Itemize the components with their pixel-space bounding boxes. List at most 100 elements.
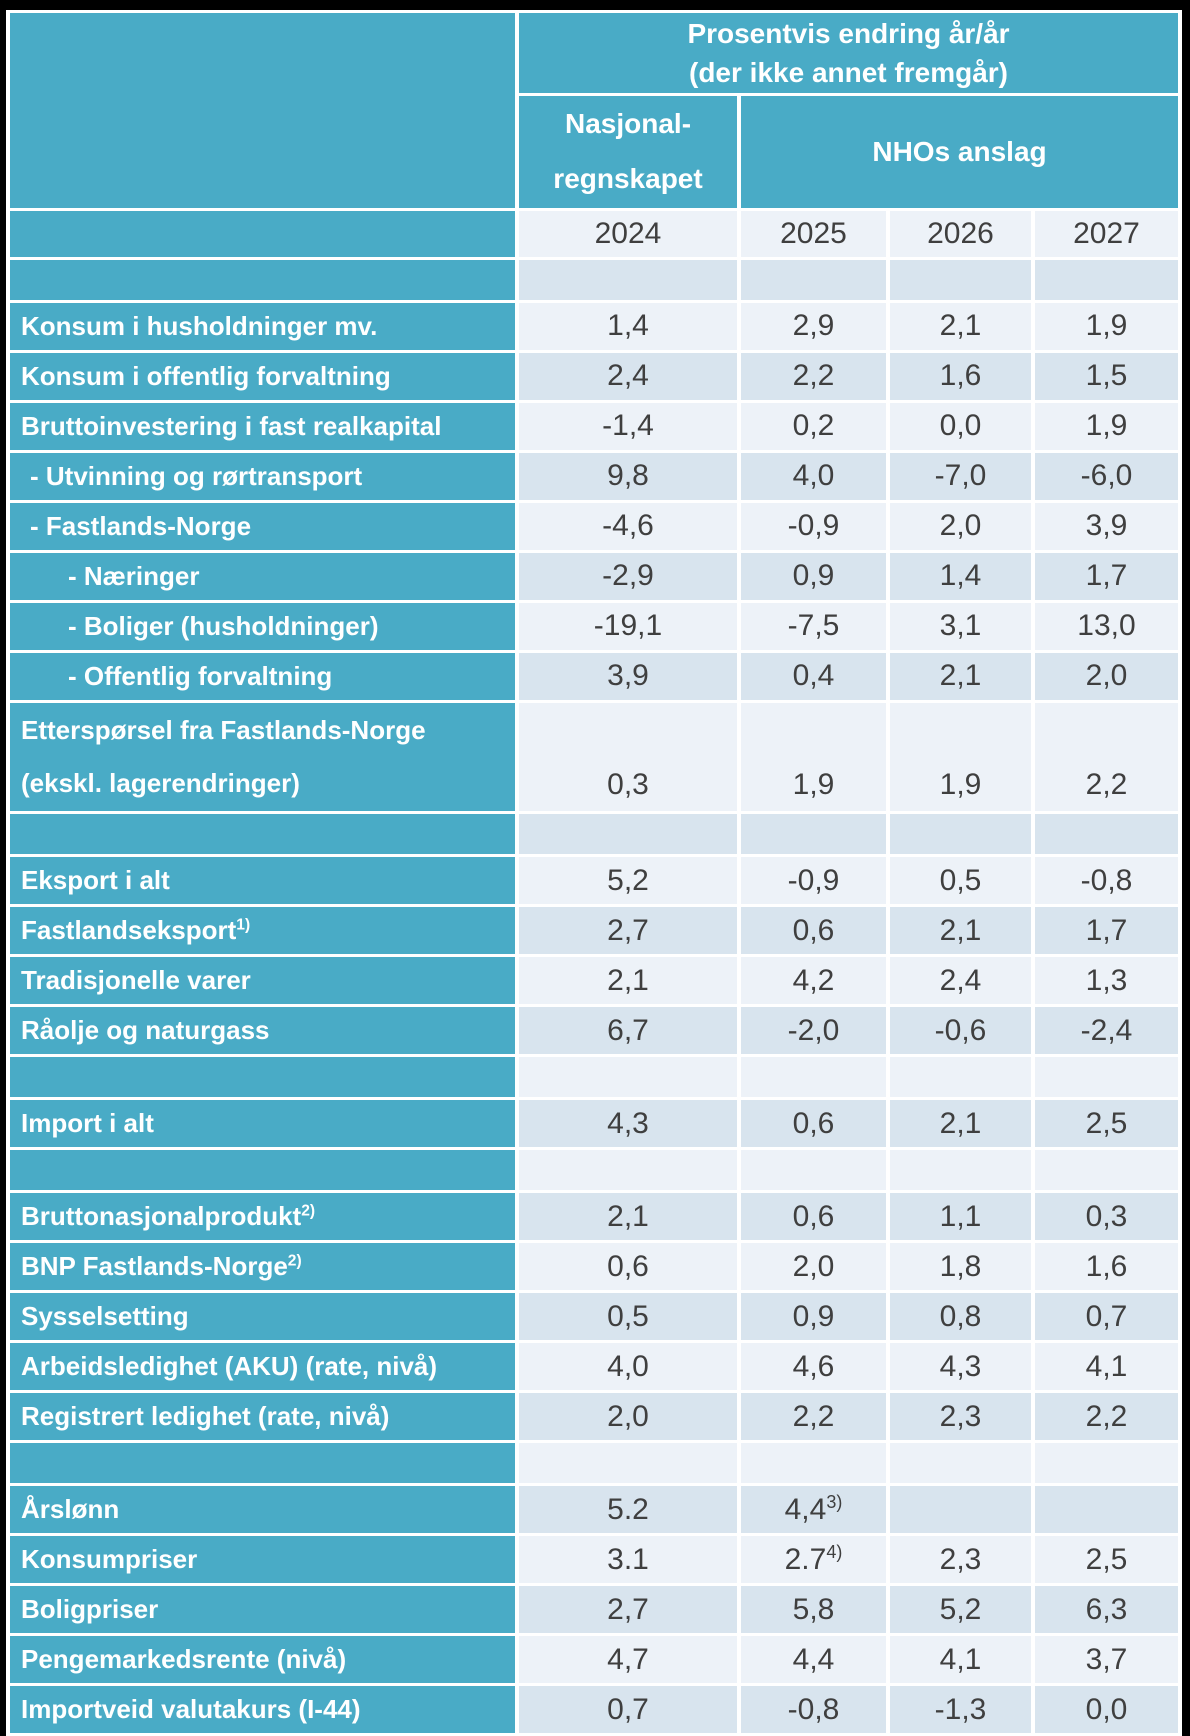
value-cell [1035,259,1178,300]
value-cell: 0,3 [1035,1193,1178,1241]
table-row: Pengemarkedsrente (nivå) 4,7 4,4 4,1 3,7 [10,1636,1178,1684]
value-cell: 5,8 [741,1586,886,1634]
spacer-row [10,1057,1178,1098]
value-cell: 0,9 [741,1293,886,1341]
value-cell [890,1057,1031,1098]
value-cell: 1,7 [1035,907,1178,955]
value-cell [519,1057,737,1098]
row-label: - Næringer [10,552,515,600]
value-cell: 2,1 [519,1193,737,1241]
value-cell: 1,6 [890,352,1031,400]
row-label: Boligpriser [10,1586,515,1634]
value-cell [519,1150,737,1191]
value-cell: 2,0 [519,1393,737,1441]
value-cell: -0,8 [1035,857,1178,905]
value-cell: -1,4 [519,402,737,450]
value-cell [1035,814,1178,855]
value-cell: 0,6 [741,907,886,955]
table-row: Etterspørsel fra Fastlands-Norge (ekskl.… [10,702,1178,812]
value-cell: 1,4 [519,302,737,350]
slide-background: { "chart_data": { "type": "table", "titl… [6,10,1182,1736]
value-cell: -1,3 [890,1686,1031,1734]
value-cell: 1,6 [1035,1243,1178,1291]
value-cell: -0,9 [741,857,886,905]
year-header-2026: 2026 [890,210,1031,257]
value-cell: 4,6 [741,1343,886,1391]
row-label: Konsum i husholdninger mv. [10,302,515,350]
value-cell [741,814,886,855]
value-cell: 3,9 [1035,502,1178,550]
value-cell: 4,43) [741,1486,886,1534]
table-row: Konsum i husholdninger mv. 1,4 2,9 2,1 1,9 [10,302,1178,350]
value-cell: 2,2 [741,352,886,400]
year-header-2027: 2027 [1035,210,1178,257]
value-cell: 4,7 [519,1636,737,1684]
row-label: Konsumpriser [10,1536,515,1584]
table-row: Råolje og naturgass 6,7 -2,0 -0,6 -2,4 [10,1007,1178,1055]
value-cell: -4,6 [519,502,737,550]
value-cell: -7,5 [741,602,886,650]
value-cell [890,814,1031,855]
value-cell: 0,7 [1035,1293,1178,1341]
value-cell: 2,2 [1035,702,1178,812]
table-row: Konsum i offentlig forvaltning 2,4 2,2 1,6 1… [10,352,1178,400]
value-cell [890,259,1031,300]
value-cell: 6,7 [519,1007,737,1055]
row-label: BNP Fastlands-Norge2) [10,1243,515,1291]
value-cell: 2.74) [741,1536,886,1584]
value-cell [519,814,737,855]
table-row: Tradisjonelle varer 2,1 4,2 2,4 1,3 [10,957,1178,1005]
value-cell: 2,2 [741,1393,886,1441]
table-row: - Utvinning og rørtransport 9,8 4,0 -7,0 -6,… [10,452,1178,500]
value-cell: 2,2 [1035,1393,1178,1441]
value-cell: -0,9 [741,502,886,550]
table-row: Bruttoinvestering i fast realkapital -1,4… [10,402,1178,450]
table-row: Import i alt 4,3 0,6 2,1 2,5 [10,1100,1178,1148]
table-row: Bruttonasjonalprodukt2) 2,1 0,6 1,1 0,3 [10,1193,1178,1241]
value-cell: 2,9 [741,302,886,350]
value-cell: 0,6 [741,1100,886,1148]
value-cell: 0,0 [890,402,1031,450]
table-row: Konsumpriser 3.1 2.74) 2,3 2,5 [10,1536,1178,1584]
value-cell: -2,4 [1035,1007,1178,1055]
value-cell: 5,2 [890,1586,1031,1634]
value-cell: 3,7 [1035,1636,1178,1684]
table-row: - Boliger (husholdninger) -19,1 -7,5 3,1 13,… [10,602,1178,650]
year-row-label [10,210,515,257]
value-cell: 2,1 [890,302,1031,350]
value-cell: 1,5 [1035,352,1178,400]
row-label: Råolje og naturgass [10,1007,515,1055]
row-label: Importveid valutakurs (I-44) [10,1686,515,1734]
value-cell: 2,1 [519,957,737,1005]
value-cell: 0,6 [519,1243,737,1291]
forecast-table: Prosentvis endring år/år (der ikke annet… [6,10,1182,1736]
table-row: Importveid valutakurs (I-44) 0,7 -0,8 -1,3 0… [10,1686,1178,1734]
table-row: Boligpriser 2,7 5,8 5,2 6,3 [10,1586,1178,1634]
value-cell [741,259,886,300]
value-cell: 0,7 [519,1686,737,1734]
spacer-row [10,1150,1178,1191]
table-row: - Fastlands-Norge -4,6 -0,9 2,0 3,9 [10,502,1178,550]
table-body: Konsum i husholdninger mv. 1,4 2,9 2,1 1,9 Ko… [10,259,1178,1734]
value-cell: 2,0 [1035,652,1178,700]
value-cell: 4,3 [890,1343,1031,1391]
value-cell [741,1057,886,1098]
spacer-label-cell [10,259,515,300]
value-cell: -6,0 [1035,452,1178,500]
table-row: Fastlandseksport1) 2,7 0,6 2,1 1,7 [10,907,1178,955]
row-label: - Utvinning og rørtransport [10,452,515,500]
value-cell: 1,9 [1035,402,1178,450]
spacer-label-cell [10,1150,515,1191]
value-cell: 1,9 [890,702,1031,812]
forecast-table-wrapper: Prosentvis endring år/år (der ikke annet… [6,10,1182,1736]
value-cell: 1,4 [890,552,1031,600]
value-cell: -7,0 [890,452,1031,500]
row-label: Import i alt [10,1100,515,1148]
value-cell: 6,3 [1035,1586,1178,1634]
value-cell [890,1486,1031,1534]
value-cell: 5.2 [519,1486,737,1534]
value-cell [1035,1443,1178,1484]
header-group-row: Nasjonal- regnskapet NHOs anslag [10,96,1178,208]
row-label: Fastlandseksport1) [10,907,515,955]
table-row: - Næringer -2,9 0,9 1,4 1,7 [10,552,1178,600]
